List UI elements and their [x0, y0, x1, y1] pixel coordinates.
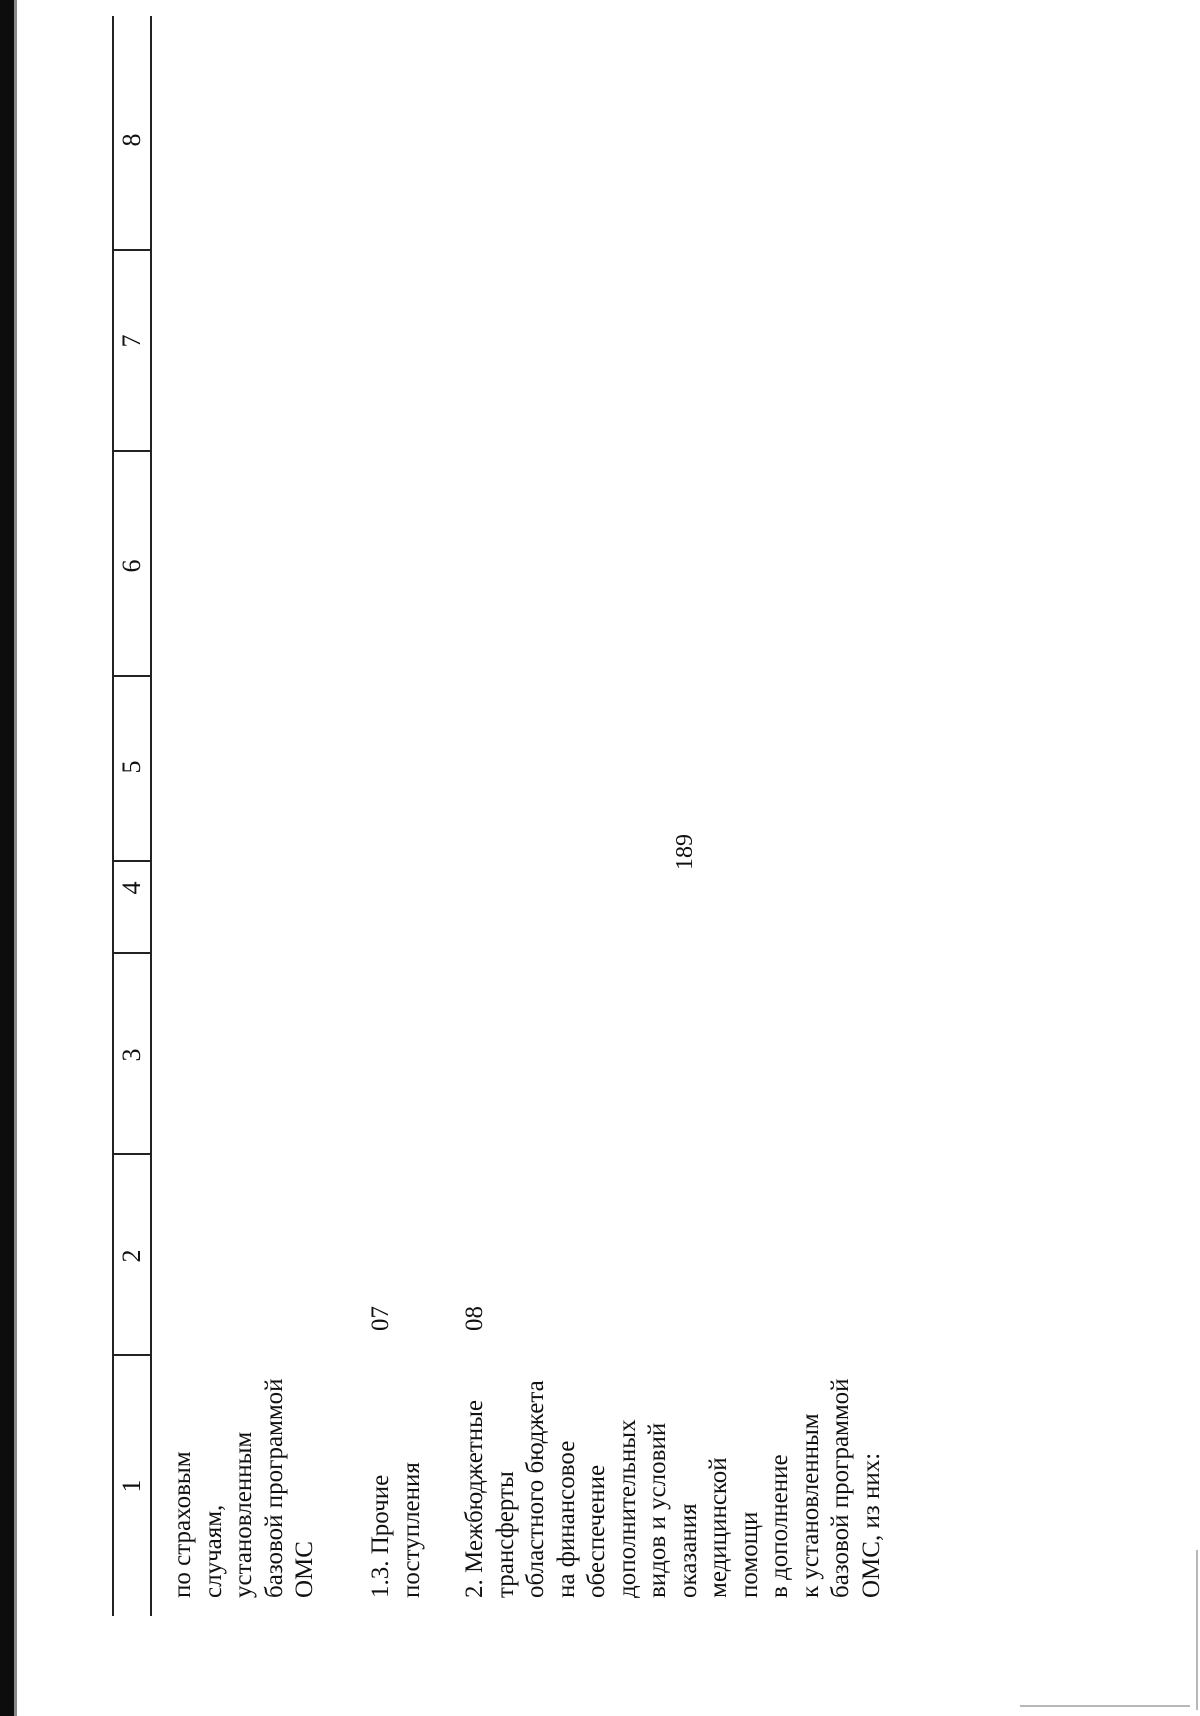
label-line: по страховым	[169, 1451, 196, 1598]
label-line: ОМС, из них:	[857, 1452, 885, 1598]
label-line: дополнительных	[613, 1419, 641, 1598]
column-number-8: 8	[117, 133, 146, 147]
label-line: оказания	[674, 1503, 702, 1598]
row-label-interbudget-transfers: 2. Межбюджетные трансферты областного бю…	[460, 1378, 887, 1598]
row-label-other-receipts: 1.3. Прочие поступления	[366, 1462, 427, 1598]
column-divider	[112, 1354, 152, 1356]
column-number-1: 1	[117, 1479, 146, 1493]
label-line: обеспечение	[583, 1464, 610, 1598]
table-top-rule	[112, 16, 114, 1616]
row-code-08: 08	[461, 1306, 488, 1331]
scan-speck	[1196, 1550, 1198, 1710]
label-line: областного бюджета	[522, 1380, 549, 1598]
column-divider	[112, 860, 152, 862]
column-divider	[112, 952, 152, 954]
column-divider	[112, 1153, 152, 1155]
label-line: на финансовое	[552, 1440, 580, 1598]
column-number-5: 5	[117, 760, 146, 774]
label-line: случаям,	[199, 1504, 227, 1598]
scan-border-left	[0, 0, 14, 1716]
table-header-rule	[150, 16, 152, 1616]
label-line: в дополнение	[766, 1454, 793, 1598]
row-code-07: 07	[367, 1306, 394, 1331]
column-divider	[112, 450, 152, 452]
column-number-2: 2	[117, 1249, 146, 1263]
label-line: ОМС	[291, 1541, 318, 1598]
column-number-7: 7	[117, 334, 146, 348]
label-line: базовой программой	[827, 1378, 854, 1598]
column-divider	[112, 249, 152, 251]
label-line: медицинской	[705, 1457, 732, 1598]
column-number-3: 3	[117, 1048, 146, 1062]
scan-border-shadow	[14, 0, 17, 1716]
label-line: установленным	[230, 1431, 257, 1598]
label-line: 2. Межбюджетные	[461, 1399, 488, 1598]
label-line: 1.3. Прочие	[367, 1474, 394, 1598]
label-line: помощи	[735, 1511, 763, 1598]
label-line: к установленным	[796, 1413, 824, 1598]
label-line: базовой программой	[260, 1378, 288, 1598]
column-divider	[112, 675, 152, 677]
label-line: поступления	[397, 1462, 425, 1598]
scan-speck	[1020, 1705, 1190, 1707]
column-number-6: 6	[117, 559, 146, 573]
row-label-continuation: по страховым случаям, установленным базо…	[168, 1378, 321, 1598]
column-number-4: 4	[117, 881, 146, 895]
label-line: видов и условий	[644, 1422, 671, 1598]
label-line: трансферты	[491, 1471, 519, 1598]
